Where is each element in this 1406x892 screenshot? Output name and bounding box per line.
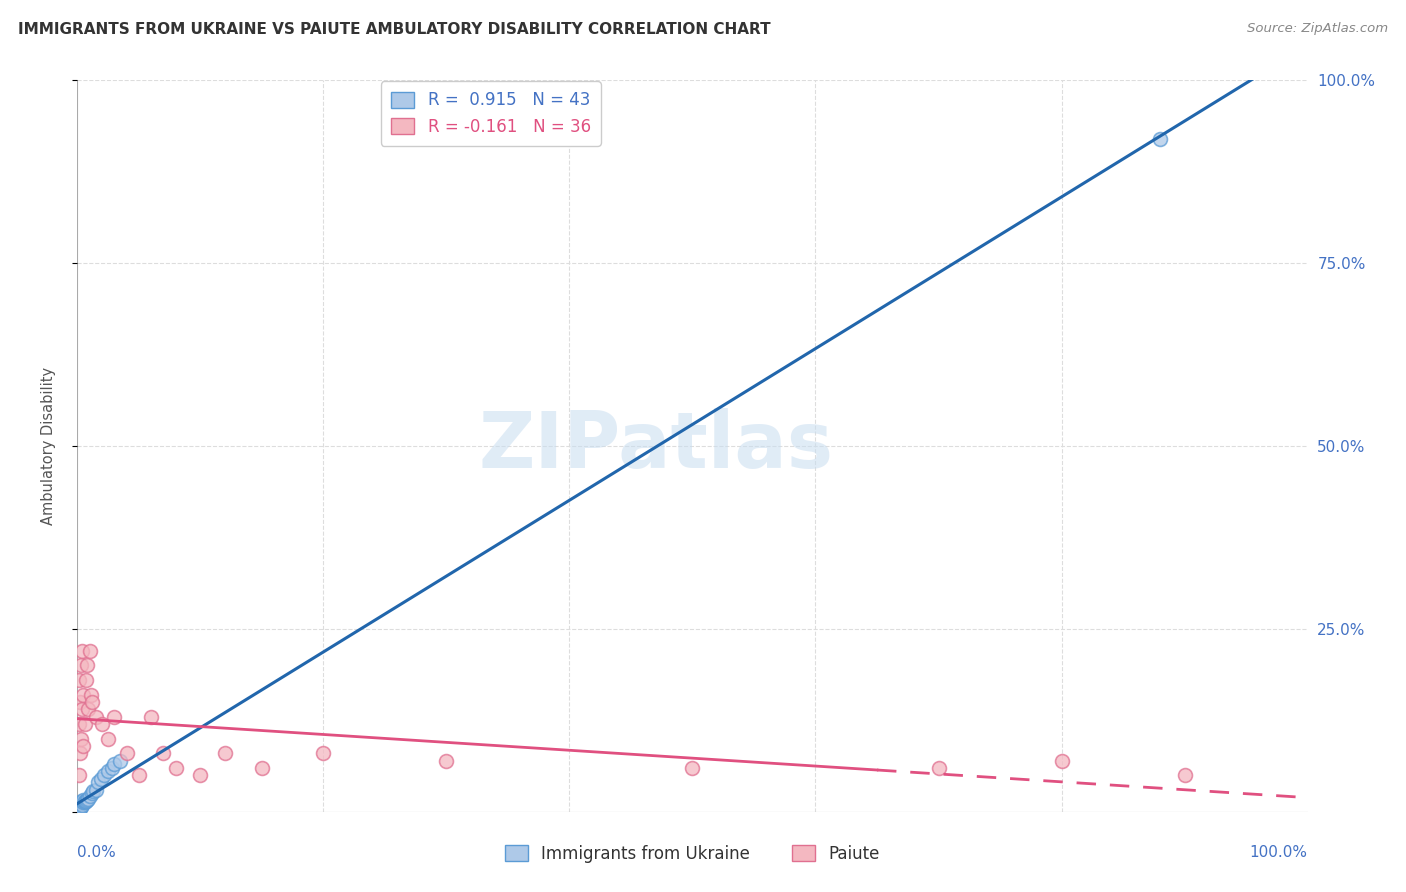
Text: Source: ZipAtlas.com: Source: ZipAtlas.com: [1247, 22, 1388, 36]
Point: [87, 775, 110, 789]
Point: [82, 695, 104, 709]
Point: [77, 791, 100, 805]
Point: [73, 794, 96, 808]
Point: [152, 746, 174, 760]
Text: 0.0%: 0.0%: [77, 845, 117, 860]
Point: [70, 796, 93, 810]
Point: [72, 688, 94, 702]
Point: [67, 768, 90, 782]
Point: [73, 795, 96, 809]
Point: [90, 717, 114, 731]
Text: ZIPatlas: ZIPatlas: [478, 408, 832, 484]
Point: [67, 801, 90, 815]
Point: [79, 644, 101, 658]
Point: [69, 798, 91, 813]
Point: [80, 688, 103, 702]
Point: [101, 761, 124, 775]
Point: [115, 746, 138, 760]
Point: [69, 799, 91, 814]
Point: [67, 673, 90, 687]
Point: [69, 695, 91, 709]
Point: [67, 799, 90, 814]
Point: [77, 702, 100, 716]
Point: [70, 794, 93, 808]
Point: [70, 798, 93, 813]
Point: [69, 797, 91, 812]
Point: [82, 784, 104, 798]
Point: [110, 754, 132, 768]
Point: [103, 709, 125, 723]
Y-axis label: Ambulatory Disability: Ambulatory Disability: [42, 367, 56, 525]
Point: [128, 768, 150, 782]
Point: [67, 798, 90, 813]
Point: [67, 797, 90, 812]
Point: [84, 709, 107, 723]
Point: [1149, 132, 1171, 146]
Point: [72, 795, 94, 809]
Point: [69, 801, 91, 815]
Point: [84, 782, 107, 797]
Point: [67, 800, 90, 814]
Point: [928, 761, 950, 775]
Point: [67, 796, 90, 810]
Point: [103, 757, 125, 772]
Point: [93, 768, 115, 782]
Point: [70, 796, 93, 810]
Point: [70, 658, 93, 673]
Point: [312, 746, 335, 760]
Point: [250, 761, 273, 775]
Point: [70, 644, 93, 658]
Point: [79, 789, 101, 803]
Point: [69, 798, 91, 813]
Point: [1050, 754, 1073, 768]
Point: [69, 800, 91, 814]
Point: [70, 797, 93, 812]
Point: [75, 673, 97, 687]
Point: [1174, 768, 1197, 782]
Point: [69, 796, 91, 810]
Point: [72, 793, 94, 807]
Point: [67, 798, 90, 813]
Point: [97, 764, 120, 779]
Point: [76, 658, 98, 673]
Point: [82, 787, 104, 801]
Point: [76, 793, 98, 807]
Point: [70, 799, 93, 814]
Point: [70, 798, 93, 813]
Point: [682, 761, 704, 775]
Point: [188, 768, 212, 782]
Point: [90, 772, 112, 786]
Point: [70, 795, 93, 809]
Point: [70, 702, 93, 716]
Point: [72, 739, 94, 753]
Point: [141, 709, 163, 723]
Point: [70, 731, 93, 746]
Text: IMMIGRANTS FROM UKRAINE VS PAIUTE AMBULATORY DISABILITY CORRELATION CHART: IMMIGRANTS FROM UKRAINE VS PAIUTE AMBULA…: [18, 22, 770, 37]
Point: [97, 731, 120, 746]
Point: [67, 803, 90, 817]
Point: [67, 802, 90, 816]
Point: [73, 717, 96, 731]
Point: [436, 754, 458, 768]
Legend: Immigrants from Ukraine, Paiute: Immigrants from Ukraine, Paiute: [498, 838, 887, 869]
Point: [75, 795, 97, 809]
Point: [214, 746, 236, 760]
Point: [67, 717, 90, 731]
Point: [165, 761, 187, 775]
Point: [69, 746, 91, 760]
Text: 100.0%: 100.0%: [1250, 845, 1308, 860]
